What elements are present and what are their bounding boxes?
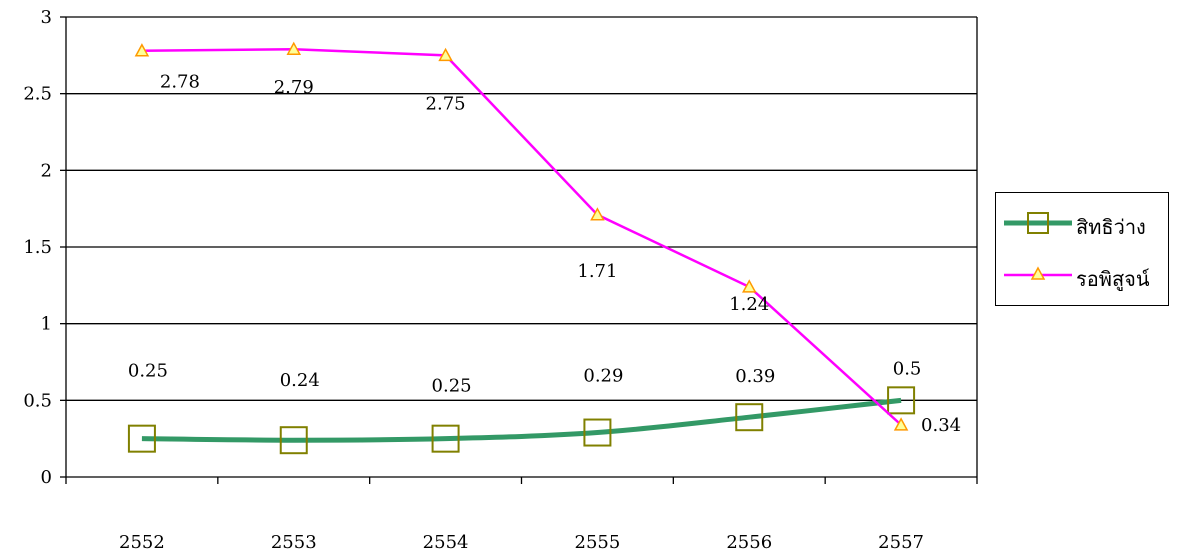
series-2-marker [741, 279, 757, 293]
series-2-data-label: 2.78 [160, 72, 200, 93]
legend-label-series-1: สิทธิว่าง [1076, 215, 1146, 239]
series-2-data-label: 1.24 [729, 294, 769, 315]
series-1-marker [431, 424, 460, 453]
series-2-data-label: 0.34 [921, 415, 961, 436]
legend-label-series-2: รอพิสูจน์ [1076, 267, 1150, 291]
x-tick-label: 2552 [119, 532, 165, 553]
legend-swatch-green-square-icon [1004, 212, 1072, 234]
series-2-marker [893, 417, 909, 431]
series-2-marker [134, 43, 150, 57]
data-labels-layer: 0.25 0.24 0.25 0.29 0.39 0.5 2.78 2.79 2.75 1.71 1… [128, 72, 961, 436]
series-1-marker [887, 386, 916, 415]
y-axis-ticks: 0 0.5 1 1.5 2 2.5 3 [23, 7, 66, 488]
y-tick-label: 2 [41, 160, 52, 181]
series-1-marker [127, 424, 156, 453]
series-1-marker [583, 418, 612, 447]
series-1-data-label: 0.39 [735, 366, 775, 387]
series-2-marker [286, 41, 302, 55]
series-2-marker [438, 47, 453, 62]
legend: สิทธิว่าง รอพิสูจน์ [995, 192, 1169, 306]
y-tick-label: 0 [41, 467, 52, 488]
gridlines [66, 16, 977, 401]
y-tick-label: 3 [41, 7, 52, 28]
y-tick-label: 0.5 [23, 390, 52, 411]
y-tick-label: 1 [41, 314, 52, 335]
series-1-data-label: 0.25 [432, 376, 472, 397]
x-tick-label: 2554 [423, 532, 469, 553]
series-1-data-label: 0.5 [893, 358, 922, 379]
x-tick-label: 2557 [878, 532, 924, 553]
x-axis-ticks: 2552 2553 2554 2555 2556 2557 [65, 477, 978, 553]
x-tick-label: 2553 [271, 532, 317, 553]
y-tick-label: 2.5 [23, 84, 52, 105]
legend-swatch-magenta-triangle-icon [1004, 266, 1072, 280]
series-2-data-label: 1.71 [577, 261, 617, 282]
series-1-marker [735, 403, 764, 432]
x-tick-label: 2555 [575, 532, 621, 553]
series-1-data-label: 0.25 [128, 361, 168, 382]
legend-item-series-2: รอพิสูจน์ [996, 255, 1168, 295]
series-1-data-label: 0.29 [583, 366, 623, 387]
series-2-data-label: 2.75 [426, 93, 466, 114]
series-line-1 [141, 397, 902, 443]
series-2-data-label: 2.79 [274, 77, 314, 98]
series-2-marker [590, 207, 605, 221]
series-line-2 [141, 47, 902, 426]
x-tick-label: 2556 [726, 532, 772, 553]
series-1-data-label: 0.24 [280, 370, 320, 391]
y-tick-label: 1.5 [23, 237, 52, 258]
series-1-marker [279, 426, 308, 455]
series-layer [127, 41, 916, 455]
legend-item-series-1: สิทธิว่าง [996, 203, 1168, 243]
